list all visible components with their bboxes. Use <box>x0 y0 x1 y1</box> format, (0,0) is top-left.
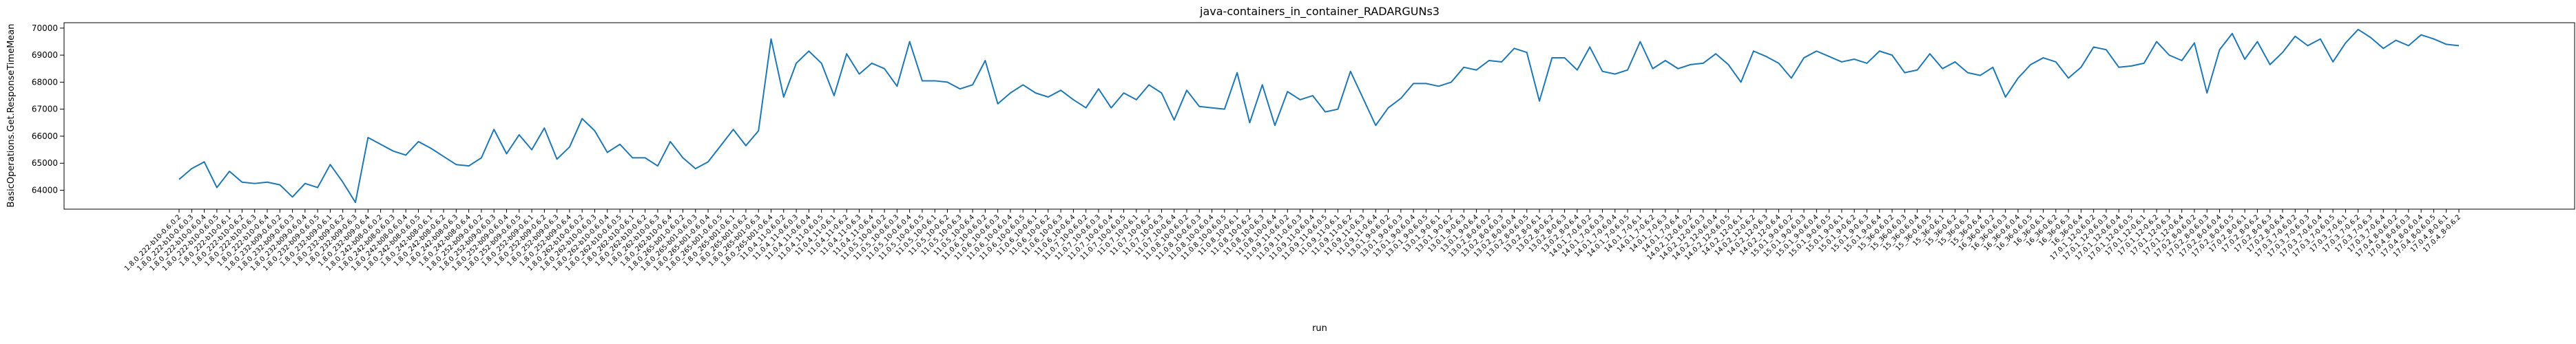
series-line <box>178 28 2460 204</box>
y-axis: 64000 65000 66000 67000 68000 69000 70000 <box>32 23 64 195</box>
y-tick-label: 70000 <box>32 23 58 33</box>
x-axis-label: run <box>1312 323 1327 334</box>
y-tick-label: 66000 <box>32 131 58 141</box>
y-tick-label: 68000 <box>32 77 58 87</box>
y-tick-label: 67000 <box>32 105 58 114</box>
chart-title: java-containers_in_container_RADARGUNs3 <box>1199 5 1440 19</box>
plot-area <box>63 22 2575 210</box>
y-tick-label: 65000 <box>32 158 58 168</box>
y-tick-label: 69000 <box>32 50 58 60</box>
plot-frame <box>63 22 2575 210</box>
y-axis-label: BasicOperations.Get.ResponseTimeMean <box>6 24 17 208</box>
y-tick-label: 64000 <box>32 186 58 195</box>
x-axis: 1.8.0_222-b10-0.6.0.21.8.0_222-b10-0.6.0… <box>123 209 2462 272</box>
